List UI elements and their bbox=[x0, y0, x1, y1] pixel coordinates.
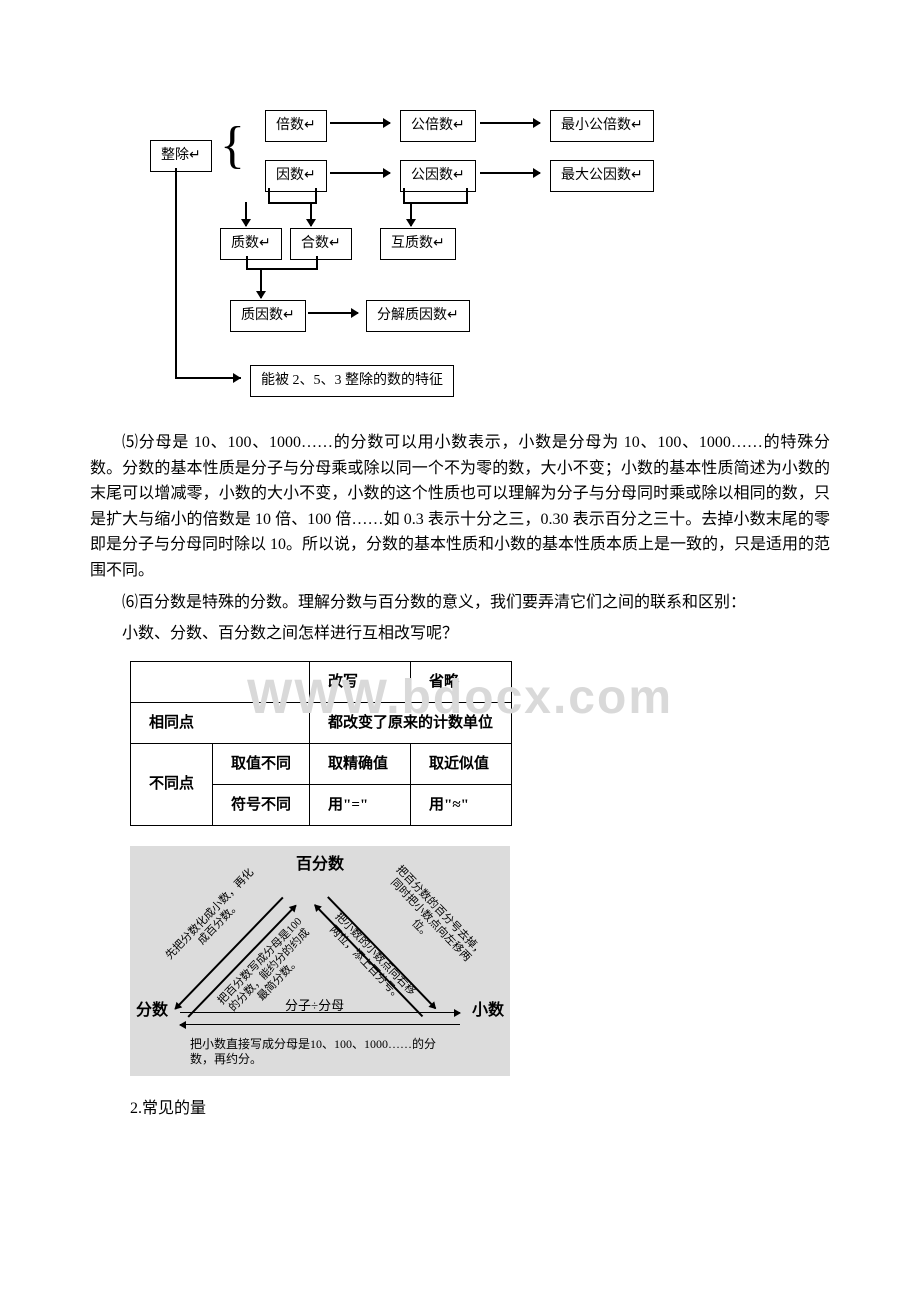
brace-icon: { bbox=[220, 120, 245, 172]
node-tezhen: 能被 2、5、3 整除的数的特征 bbox=[250, 365, 454, 397]
cell: 用"≈" bbox=[411, 784, 512, 825]
cell: 用"=" bbox=[310, 784, 411, 825]
watermark: WWW.bdocx.com bbox=[247, 660, 673, 737]
connector bbox=[403, 202, 467, 204]
node-gongbeishu: 公倍数↵ bbox=[400, 110, 476, 142]
tri-bottom: 把小数直接写成分母是10、100、1000……的分数，再约分。 bbox=[190, 1037, 450, 1068]
arrow bbox=[230, 377, 240, 379]
node-yinshu: 因数↵ bbox=[265, 160, 327, 192]
node-gongyinshu: 公因数↵ bbox=[400, 160, 476, 192]
arrow-down bbox=[260, 268, 262, 298]
triangle-right: 小数 bbox=[472, 998, 504, 1024]
node-zhishu: 质数↵ bbox=[220, 228, 282, 260]
tri-edge bbox=[180, 1024, 460, 1026]
connector bbox=[246, 268, 318, 270]
cell: 取精确值 bbox=[310, 743, 411, 784]
divisibility-diagram: 整除↵ { 倍数↵ 因数↵ 公倍数↵ 公因数↵ 最小公倍数↵ 最大公因数↵ 质数… bbox=[150, 90, 770, 410]
triangle-top: 百分数 bbox=[296, 852, 344, 878]
paragraph-5: ⑸分母是 10、100、1000……的分数可以用小数表示，小数是分母为 10、1… bbox=[90, 430, 830, 584]
node-zhiyinshu: 质因数↵ bbox=[230, 300, 306, 332]
table-row: 不同点 取值不同 取精确值 取近似值 bbox=[131, 743, 512, 784]
node-fenjie: 分解质因数↵ bbox=[366, 300, 470, 332]
connector bbox=[268, 202, 316, 204]
tri-mid: 分子÷分母 bbox=[285, 996, 344, 1017]
connector bbox=[175, 168, 177, 378]
cell: 取近似值 bbox=[411, 743, 512, 784]
node-beishu: 倍数↵ bbox=[265, 110, 327, 142]
cell: 取值不同 bbox=[213, 743, 310, 784]
arrow bbox=[308, 312, 358, 314]
page-content: 整除↵ { 倍数↵ 因数↵ 公倍数↵ 公因数↵ 最小公倍数↵ 最大公因数↵ 质数… bbox=[0, 0, 920, 1181]
node-huzhishu: 互质数↵ bbox=[380, 228, 456, 260]
section-2: 2.常见的量 bbox=[130, 1096, 830, 1122]
arrow bbox=[330, 122, 390, 124]
cell: 不同点 bbox=[131, 743, 213, 825]
triangle-left: 分数 bbox=[136, 998, 168, 1024]
arrow bbox=[330, 172, 390, 174]
question-text: 小数、分数、百分数之间怎样进行互相改写呢？ bbox=[90, 621, 830, 647]
arrow-down bbox=[310, 202, 312, 226]
arrow-down bbox=[245, 202, 247, 226]
arrow bbox=[480, 122, 540, 124]
node-heshu: 合数↵ bbox=[290, 228, 352, 260]
node-zdgys: 最大公因数↵ bbox=[550, 160, 654, 192]
node-zxgbs: 最小公倍数↵ bbox=[550, 110, 654, 142]
arrow-down bbox=[410, 202, 412, 226]
cell: 符号不同 bbox=[213, 784, 310, 825]
conversion-triangle: 百分数 分数 小数 先把分数化成小数，再化成百分数。 把百分数写成分母是100的… bbox=[130, 846, 510, 1076]
arrow bbox=[480, 172, 540, 174]
paragraph-6: ⑹百分数是特殊的分数。理解分数与百分数的意义，我们要弄清它们之间的联系和区别： bbox=[90, 590, 830, 616]
node-root: 整除↵ bbox=[150, 140, 212, 172]
